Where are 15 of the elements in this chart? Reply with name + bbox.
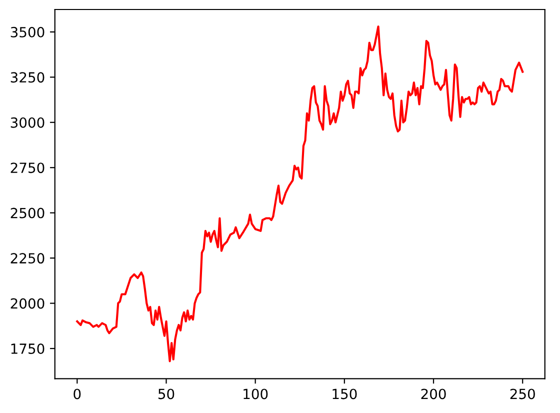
x-tick-label: 100: [244, 388, 268, 400]
y-tick-label: 3250: [10, 72, 44, 83]
y-tick-label: 2000: [10, 298, 44, 309]
x-tick-label: 0: [74, 388, 81, 400]
y-tick-label: 3500: [10, 26, 44, 38]
x-tick-label: 50: [158, 388, 174, 400]
y-tick-label: 3000: [10, 117, 44, 128]
y-tick-label: 2250: [10, 253, 44, 264]
y-tick-label: 2750: [10, 162, 44, 174]
y-tick-label: 1750: [11, 343, 44, 354]
line-series: [76, 25, 524, 362]
x-tick-label: 250: [510, 388, 535, 400]
x-tick-label: 150: [332, 388, 357, 400]
x-tick-label: 200: [421, 388, 446, 400]
y-tick-label: 2500: [10, 208, 44, 218]
